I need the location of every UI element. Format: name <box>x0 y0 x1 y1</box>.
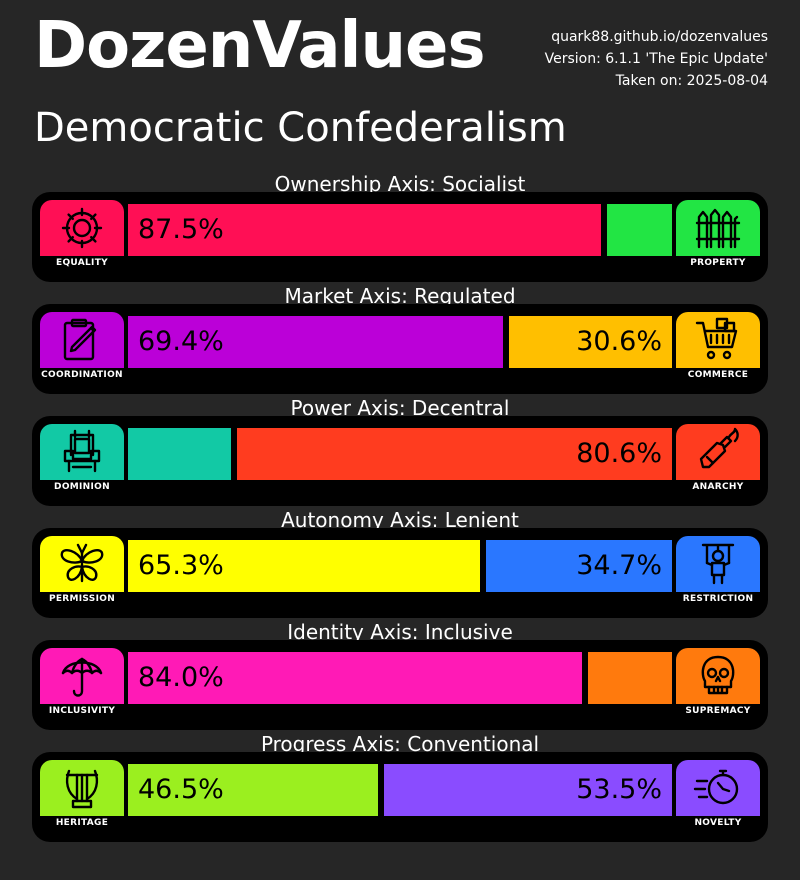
skull-icon <box>676 648 760 704</box>
axis-title: Autonomy Axis: Lenient <box>281 508 519 532</box>
left-percentage: 87.5% <box>138 214 224 245</box>
stopwatch-icon <box>676 760 760 816</box>
axis-bar: 46.5% 53.5% <box>128 764 672 816</box>
axis-bar: 65.3% 34.7% <box>128 540 672 592</box>
left-pole-label: HERITAGE <box>55 818 109 828</box>
right-bar-segment: 30.6% <box>509 316 672 368</box>
left-percentage: 84.0% <box>138 662 224 693</box>
axis-row: DOMINION ANARCHY 80.6% <box>32 416 768 506</box>
left-bar-segment: 84.0% <box>128 652 582 704</box>
left-bar-segment <box>128 428 231 480</box>
site-url: quark88.github.io/dozenvalues <box>551 29 768 45</box>
right-bar-segment <box>588 652 672 704</box>
axis-row: EQUALITY PROPERTY 87.5% <box>32 192 768 282</box>
right-percentage: 53.5% <box>576 774 662 805</box>
left-pole-label: DOMINION <box>54 482 110 492</box>
molotov-icon <box>676 424 760 480</box>
right-percentage: 30.6% <box>576 326 662 357</box>
ideology-subtitle: Democratic Confederalism <box>34 105 567 151</box>
left-pole-label: INCLUSIVITY <box>48 706 116 716</box>
left-percentage: 46.5% <box>138 774 224 805</box>
axis-title: Market Axis: Regulated <box>284 284 516 308</box>
left-percentage: 65.3% <box>138 550 224 581</box>
puppet-icon <box>676 536 760 592</box>
gear-icon <box>40 200 124 256</box>
axis-title: Power Axis: Decentral <box>290 396 510 420</box>
right-bar-segment <box>607 204 672 256</box>
right-bar-segment: 34.7% <box>486 540 672 592</box>
shopping-cart-icon <box>676 312 760 368</box>
meta-info: quark88.github.io/dozenvalues Version: 6… <box>545 26 768 92</box>
axis-title: Progress Axis: Conventional <box>260 732 540 756</box>
fence-icon <box>676 200 760 256</box>
throne-icon <box>40 424 124 480</box>
right-pole-label: RESTRICTION <box>682 594 754 604</box>
left-percentage: 69.4% <box>138 326 224 357</box>
right-pole-label: SUPREMACY <box>685 706 751 716</box>
right-percentage: 80.6% <box>576 438 662 469</box>
left-pole-label: EQUALITY <box>56 258 108 268</box>
axis-bar: 84.0% <box>128 652 672 704</box>
right-pole-label: NOVELTY <box>694 818 742 828</box>
axis-bar: 87.5% <box>128 204 672 256</box>
axis-title: Ownership Axis: Socialist <box>274 172 526 196</box>
lyre-icon <box>40 760 124 816</box>
axis-bar: 80.6% <box>128 428 672 480</box>
left-pole-label: COORDINATION <box>41 370 123 380</box>
right-pole-label: COMMERCE <box>687 370 749 380</box>
right-pole-label: ANARCHY <box>692 482 744 492</box>
butterfly-icon <box>40 536 124 592</box>
axis-bar: 69.4% 30.6% <box>128 316 672 368</box>
right-bar-segment: 53.5% <box>384 764 672 816</box>
page-title: DozenValues <box>34 9 486 83</box>
right-pole-label: PROPERTY <box>690 258 746 268</box>
clipboard-icon <box>40 312 124 368</box>
right-bar-segment: 80.6% <box>237 428 672 480</box>
left-bar-segment: 69.4% <box>128 316 503 368</box>
axis-row: COORDINATION COMMERCE 69.4% 30.6% <box>32 304 768 394</box>
version-text: Version: 6.1.1 'The Epic Update' <box>544 51 768 67</box>
taken-date: Taken on: 2025-08-04 <box>615 73 768 89</box>
axis-title: Identity Axis: Inclusive <box>287 620 513 644</box>
axis-row: INCLUSIVITY SUPREMACY 84.0% <box>32 640 768 730</box>
left-bar-segment: 87.5% <box>128 204 601 256</box>
left-pole-label: PERMISSION <box>48 594 116 604</box>
left-bar-segment: 65.3% <box>128 540 480 592</box>
axis-row: HERITAGE NOVELTY 46.5% 53.5% <box>32 752 768 842</box>
left-bar-segment: 46.5% <box>128 764 378 816</box>
right-percentage: 34.7% <box>576 550 662 581</box>
axis-row: PERMISSION RESTRICTION 65.3% 34.7% <box>32 528 768 618</box>
umbrella-icon <box>40 648 124 704</box>
